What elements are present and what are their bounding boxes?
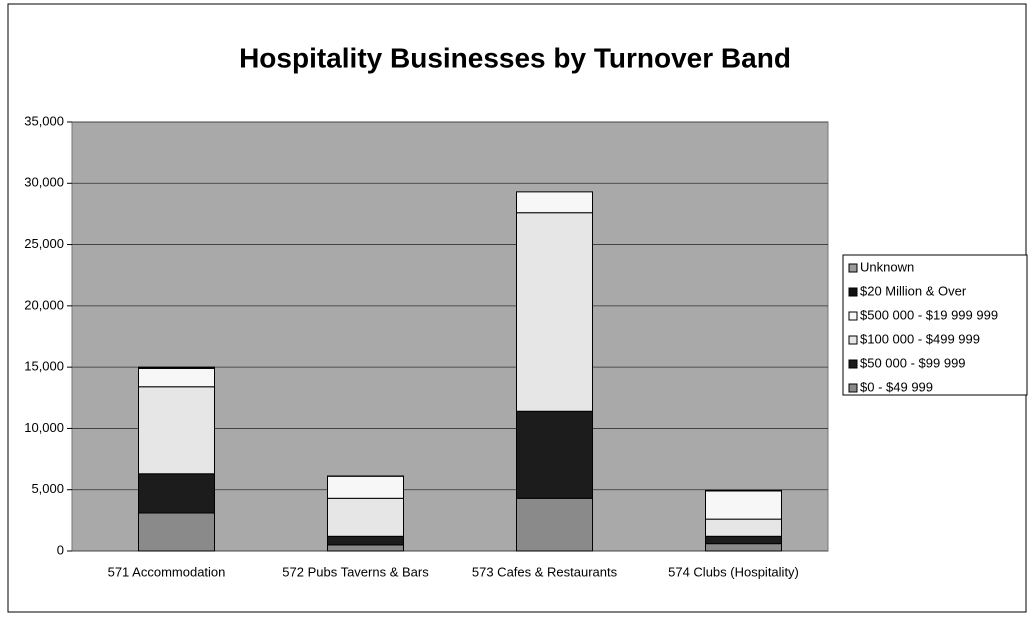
bar-segment bbox=[705, 489, 782, 492]
legend-label: $50 000 - $99 999 bbox=[860, 355, 966, 370]
bar-segment bbox=[327, 475, 404, 499]
legend-swatch bbox=[848, 359, 858, 369]
legend-swatch bbox=[848, 263, 858, 273]
legend-label: $0 - $49 999 bbox=[860, 379, 933, 394]
y-tick-label: 10,000 bbox=[24, 420, 64, 435]
y-tick-label: 5,000 bbox=[31, 481, 64, 496]
y-tick-label: 15,000 bbox=[24, 359, 64, 374]
legend-swatch bbox=[848, 383, 858, 393]
legend-label: Unknown bbox=[860, 259, 914, 274]
bar-segment bbox=[705, 518, 782, 537]
legend-box bbox=[842, 254, 1028, 396]
bar-segment bbox=[138, 473, 215, 514]
legend-label: $20 Million & Over bbox=[860, 283, 967, 298]
y-tick-label: 25,000 bbox=[24, 236, 64, 251]
bar-segment bbox=[138, 366, 215, 369]
y-tick-label: 20,000 bbox=[24, 297, 64, 312]
bar-segment bbox=[138, 512, 215, 552]
bar-segment bbox=[705, 490, 782, 520]
y-tick-label: 0 bbox=[57, 542, 64, 557]
bar-segment bbox=[516, 410, 593, 499]
bar-segment bbox=[327, 535, 404, 546]
bar-segment bbox=[516, 497, 593, 552]
bar-segment bbox=[138, 367, 215, 388]
legend-label: $100 000 - $499 999 bbox=[860, 331, 980, 346]
bar-segment bbox=[138, 386, 215, 475]
legend-label: $500 000 - $19 999 999 bbox=[860, 307, 998, 322]
bar-segment bbox=[705, 535, 782, 545]
chart-title: Hospitality Businesses by Turnover Band bbox=[239, 42, 791, 73]
y-tick-label: 35,000 bbox=[24, 113, 64, 128]
x-tick-label: 573 Cafes & Restaurants bbox=[472, 564, 618, 579]
bar-segment bbox=[327, 544, 404, 552]
legend-swatch bbox=[848, 335, 858, 345]
bar-segment bbox=[327, 497, 404, 537]
bar-segment bbox=[516, 212, 593, 412]
bar-segment bbox=[516, 191, 593, 214]
legend-swatch bbox=[848, 311, 858, 321]
x-tick-label: 571 Accommodation bbox=[108, 564, 226, 579]
x-tick-label: 574 Clubs (Hospitality) bbox=[668, 564, 799, 579]
legend-swatch bbox=[848, 287, 858, 297]
x-tick-label: 572 Pubs Taverns & Bars bbox=[282, 564, 429, 579]
bar-segment bbox=[705, 543, 782, 552]
y-tick-label: 30,000 bbox=[24, 175, 64, 190]
